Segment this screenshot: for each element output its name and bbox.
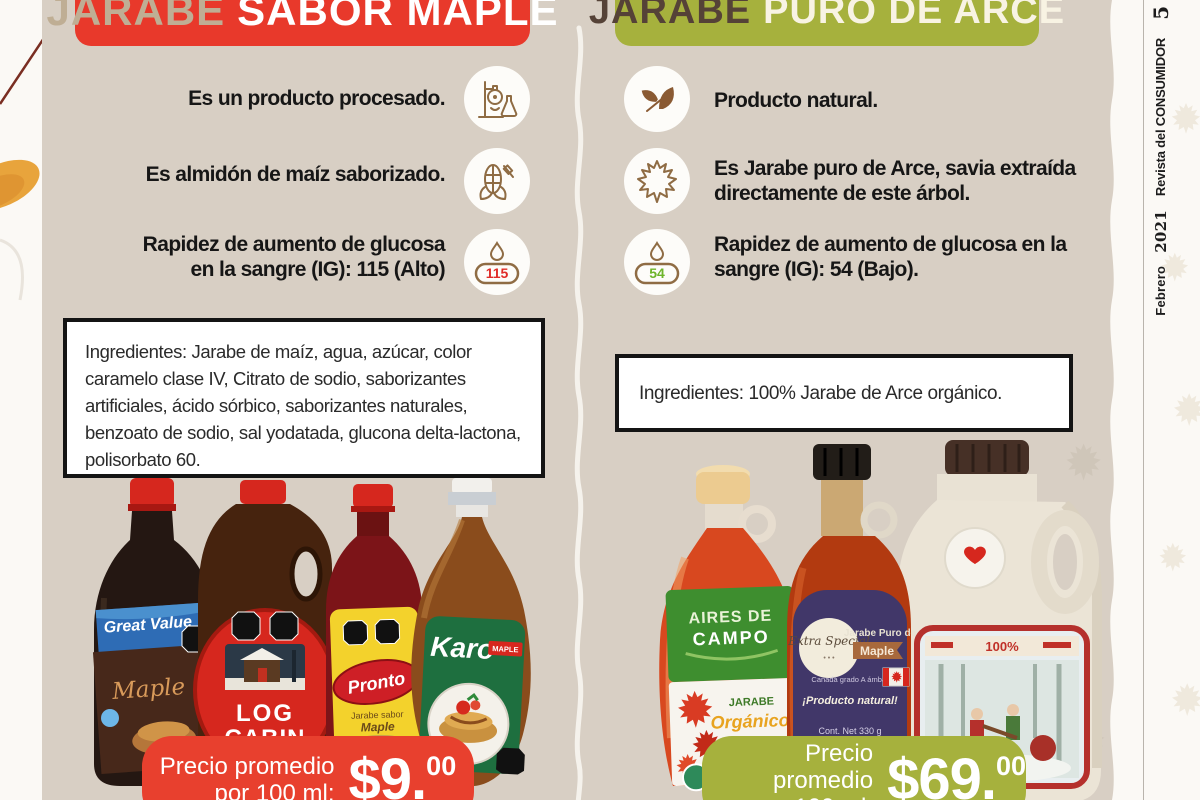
fact-natural: Producto natural. (714, 89, 878, 112)
product-photo-pure-maple-syrups: 100% AIRES DE CAMPO (659, 440, 1102, 800)
fact-almidon: Es almidón de maíz saborizado. (145, 163, 446, 186)
header-word-puro-de-arce: PURO DE ARCE (763, 0, 1066, 32)
header-word-sabor-maple: SABOR MAPLE (237, 0, 559, 34)
ig-badge-54-circle: 54 (624, 229, 690, 295)
price-label: Precio promedio por 100 ml: (702, 740, 873, 800)
price-label-line2: por 100 ml: (702, 794, 873, 800)
bottle-pronto: Pronto Jarabe sabor Maple (326, 484, 423, 784)
price-amount: $9.00 (349, 746, 457, 800)
page-number: 5 (1149, 6, 1173, 21)
price-label-line2: por 100 ml: (214, 780, 335, 800)
price-label-line1: Precio promedio (159, 753, 335, 780)
leaves-icon-circle (624, 66, 690, 132)
extra-special-brand: Extra Special (787, 634, 870, 648)
pronto-sub2: Maple (360, 719, 395, 734)
ingredients-box-pure-maple: Ingredientes: 100% Jarabe de Arce orgáni… (615, 354, 1073, 432)
ingredients-box-maple-flavored: Ingredientes: Jarabe de maíz, agua, azúc… (63, 318, 545, 478)
price-cents: 00 (426, 750, 457, 781)
extra-special-ribbon: Maple (860, 644, 894, 658)
price-main: $9. (348, 746, 428, 800)
extra-special-line1: Jarabe Puro de (844, 628, 917, 639)
canada-flag (882, 667, 910, 687)
column-divider-wave (574, 25, 584, 800)
svg-text:• • •: • • • (823, 655, 835, 662)
pronto-sub1: Jarabe sabor (351, 709, 404, 721)
fact-ig-alto: Rapidez de aumento de glucosa en la sang… (80, 232, 446, 282)
aires-line2: CAMPO (692, 627, 770, 650)
fact-ig-bajo: Rapidez de aumento de glucosa en la sang… (714, 232, 1084, 282)
extra-special-content: Cont. Net 330 g (818, 726, 881, 736)
karo-tag: MAPLE (492, 644, 519, 654)
maple-leaf-icon (637, 160, 677, 203)
jug-label-100pct: 100% (985, 639, 1019, 654)
shadow-curve (0, 238, 24, 301)
price-cents: 00 (995, 750, 1026, 781)
extra-special-grade: Canadá grado A ámbar (811, 675, 889, 684)
header-jarabe-puro-de-arce: JARABE PURO DE ARCE (589, 0, 1064, 46)
fact-ig-alto-line2: en la sangre (IG): 115 (Alto) (190, 258, 446, 281)
fact-procesado: Es un producto procesado. (188, 87, 445, 110)
bottle-karo: Karo MAPLE (411, 478, 531, 786)
ingredients-text: Ingredientes: 100% Jarabe de Arce orgáni… (639, 382, 1003, 404)
aires-sub2: Orgánico (710, 710, 790, 733)
product-photo-maple-flavored-syrups: Great Value Maple (92, 478, 531, 786)
price-amount: $69.00 (887, 746, 1026, 800)
price-banner-pure-maple: Precio promedio por 100 ml: $69.00 (702, 736, 1026, 800)
aires-line1: AIRES DE (688, 608, 772, 628)
autumn-leaf (0, 159, 40, 211)
ig-badge-54: 54 (634, 241, 680, 285)
header-word-jarabe: JARABE (588, 0, 752, 32)
ig-value-high: 115 (486, 265, 509, 281)
great-value-flavor: Maple (110, 674, 186, 705)
corn-syringe-icon-circle (464, 148, 530, 214)
price-banner-maple-flavored: Precio promedio por 100 ml: $9.00 (142, 736, 474, 800)
branch-line (0, 38, 42, 105)
maple-leaf-icon-circle (624, 148, 690, 214)
folio-magazine: Revista del CONSUMIDOR (1153, 37, 1168, 197)
sidebar-folio: Febrero 2021 Revista del CONSUMIDOR 5 (1146, 6, 1176, 336)
folio-month: Febrero (1153, 265, 1168, 316)
karo-brand: Karo (430, 631, 495, 665)
ig-badge-115-circle: 115 (464, 229, 530, 295)
header-jarabe-sabor-maple: JARABE SABOR MAPLE (46, 0, 558, 46)
lab-flask-icon-circle (464, 66, 530, 132)
ingredients-text: Ingredientes: Jarabe de maíz, agua, azúc… (85, 341, 521, 470)
natural-leaves-icon (641, 87, 674, 112)
aires-sub1: JARABE (729, 696, 775, 710)
bottle-aires-de-campo: AIRES DE CAMPO JARABE Orgánico DE MAPLE (659, 465, 801, 792)
fact-ig-bajo-line2: sangre (IG): 54 (Bajo). (714, 258, 919, 281)
fact-savia: Es Jarabe puro de Arce, savia extraída d… (714, 156, 1084, 206)
fact-savia-line1: Es Jarabe puro de Arce, savia extraída (714, 157, 1076, 180)
lab-flask-icon (478, 81, 518, 118)
folio-year: 2021 (1152, 209, 1170, 253)
ig-value-low: 54 (649, 265, 665, 281)
ig-badge-115: 115 (474, 241, 520, 285)
sidebar-divider-line (1143, 0, 1144, 800)
header-word-jarabe: JARABE (46, 0, 226, 34)
fact-ig-alto-line1: Rapidez de aumento de glucosa (142, 233, 446, 256)
fact-ig-bajo-line1: Rapidez de aumento de glucosa en la (714, 233, 1067, 256)
log-cabin-line1: LOG (236, 700, 294, 727)
bottle-log-cabin: LOG CABIN (193, 480, 337, 784)
corn-syringe-icon (479, 164, 514, 200)
extra-special-natural: ¡Producto natural! (802, 695, 898, 707)
price-label-line1: Precio promedio (773, 739, 874, 794)
price-main: $69. (887, 746, 997, 800)
price-label: Precio promedio por 100 ml: (160, 753, 335, 800)
great-value-brand: Great Value (103, 613, 192, 636)
margin-decoration (0, 38, 42, 301)
fact-savia-line2: directamente de este árbol. (714, 182, 970, 205)
